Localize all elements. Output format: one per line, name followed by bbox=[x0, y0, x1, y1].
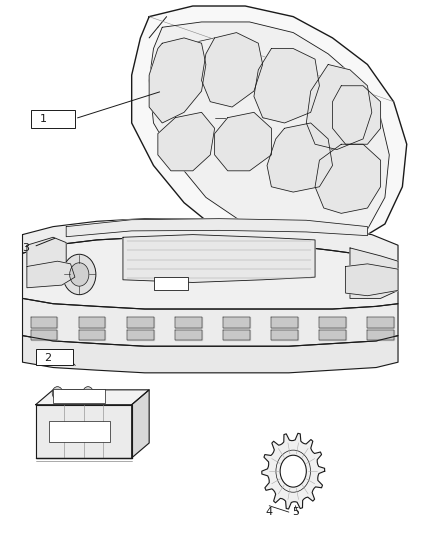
Circle shape bbox=[52, 386, 63, 399]
Polygon shape bbox=[175, 330, 201, 340]
Polygon shape bbox=[66, 219, 367, 237]
Polygon shape bbox=[127, 330, 153, 340]
Polygon shape bbox=[262, 433, 325, 509]
Polygon shape bbox=[215, 112, 272, 171]
Polygon shape bbox=[149, 22, 389, 240]
Polygon shape bbox=[175, 317, 201, 328]
Bar bbox=[153, 277, 188, 290]
Polygon shape bbox=[31, 317, 57, 328]
Polygon shape bbox=[132, 6, 407, 256]
Circle shape bbox=[63, 254, 96, 295]
Polygon shape bbox=[272, 330, 297, 340]
Bar bbox=[35, 349, 73, 365]
Polygon shape bbox=[254, 49, 319, 123]
Polygon shape bbox=[223, 317, 250, 328]
Polygon shape bbox=[22, 219, 398, 266]
Circle shape bbox=[280, 455, 306, 487]
Polygon shape bbox=[22, 336, 398, 373]
Polygon shape bbox=[332, 86, 381, 144]
Text: 2: 2 bbox=[44, 353, 52, 363]
Polygon shape bbox=[267, 123, 332, 192]
Polygon shape bbox=[315, 144, 381, 213]
Polygon shape bbox=[149, 38, 206, 123]
Polygon shape bbox=[367, 330, 394, 340]
Polygon shape bbox=[31, 330, 57, 340]
Polygon shape bbox=[346, 264, 398, 296]
Polygon shape bbox=[319, 330, 346, 340]
Polygon shape bbox=[132, 390, 149, 458]
Polygon shape bbox=[35, 390, 149, 405]
Polygon shape bbox=[127, 317, 153, 328]
Bar bbox=[49, 421, 110, 442]
Polygon shape bbox=[223, 330, 250, 340]
Polygon shape bbox=[367, 317, 394, 328]
Polygon shape bbox=[22, 237, 398, 309]
Polygon shape bbox=[22, 298, 398, 346]
Polygon shape bbox=[79, 330, 106, 340]
Polygon shape bbox=[27, 237, 66, 280]
Bar bbox=[53, 389, 106, 402]
Text: 1: 1 bbox=[40, 114, 47, 124]
Polygon shape bbox=[35, 405, 132, 458]
Text: 5: 5 bbox=[292, 507, 299, 517]
Circle shape bbox=[83, 386, 93, 399]
Polygon shape bbox=[272, 317, 297, 328]
Polygon shape bbox=[201, 33, 263, 107]
Polygon shape bbox=[79, 317, 106, 328]
Polygon shape bbox=[350, 248, 398, 298]
Bar bbox=[31, 110, 75, 128]
Polygon shape bbox=[306, 64, 372, 150]
Polygon shape bbox=[27, 261, 75, 288]
Circle shape bbox=[70, 263, 89, 286]
Polygon shape bbox=[319, 317, 346, 328]
Polygon shape bbox=[123, 235, 315, 282]
Text: 4: 4 bbox=[266, 507, 273, 517]
Polygon shape bbox=[158, 112, 215, 171]
Text: 3: 3 bbox=[22, 243, 29, 253]
